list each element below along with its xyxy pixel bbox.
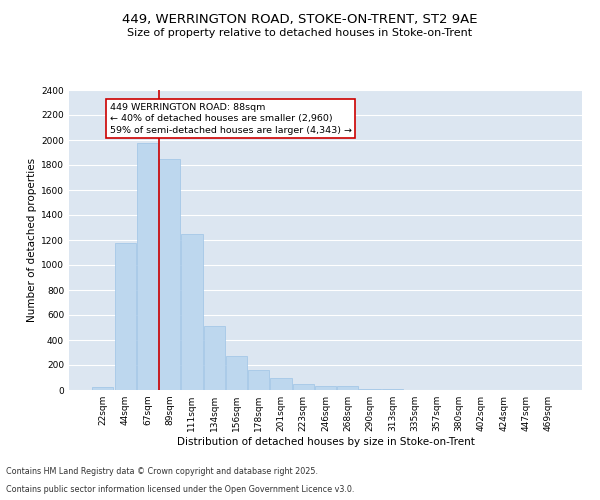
Bar [137,143,158,390]
Text: 449, WERRINGTON ROAD, STOKE-ON-TRENT, ST2 9AE: 449, WERRINGTON ROAD, STOKE-ON-TRENT, ST… [122,12,478,26]
Text: Contains HM Land Registry data © Crown copyright and database right 2025.: Contains HM Land Registry data © Crown c… [6,467,318,476]
Bar [92,387,113,390]
Bar [271,378,292,390]
Bar [293,384,314,390]
Bar [115,243,136,390]
Bar [337,386,358,390]
Bar [181,234,203,390]
Bar [248,370,269,390]
Bar [359,389,380,390]
Text: 449 WERRINGTON ROAD: 88sqm
← 40% of detached houses are smaller (2,960)
59% of s: 449 WERRINGTON ROAD: 88sqm ← 40% of deta… [110,102,352,135]
X-axis label: Distribution of detached houses by size in Stoke-on-Trent: Distribution of detached houses by size … [176,437,475,447]
Bar [203,326,225,390]
Text: Contains public sector information licensed under the Open Government Licence v3: Contains public sector information licen… [6,485,355,494]
Text: Size of property relative to detached houses in Stoke-on-Trent: Size of property relative to detached ho… [127,28,473,38]
Bar [315,386,336,390]
Y-axis label: Number of detached properties: Number of detached properties [27,158,37,322]
Bar [159,159,180,390]
Bar [226,356,247,390]
